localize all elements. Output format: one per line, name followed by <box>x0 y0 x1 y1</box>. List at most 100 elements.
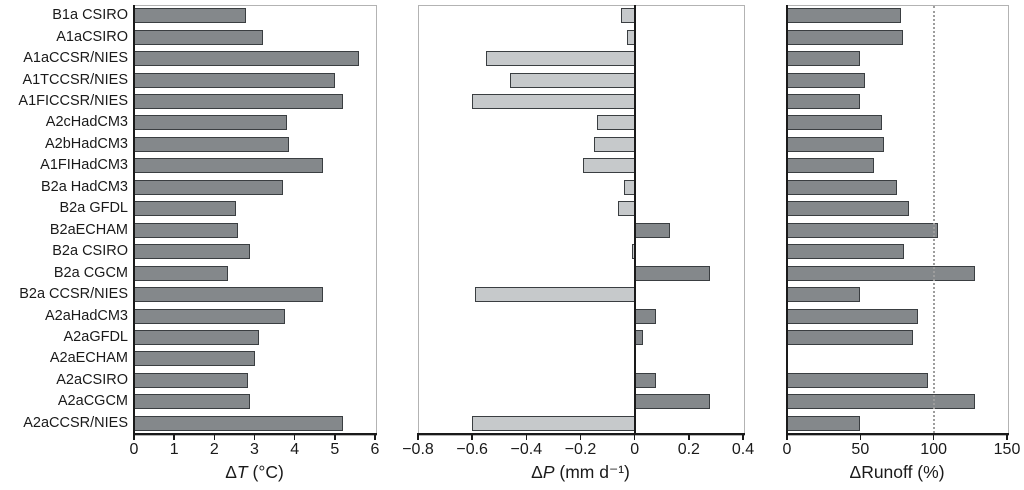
axis-tick <box>417 434 419 440</box>
axis-title-delta-t: ΔT (°C) <box>135 462 375 483</box>
tick-label: 5 <box>330 441 340 458</box>
bar-delta-runoff <box>787 115 883 131</box>
bar-delta-t <box>134 265 229 281</box>
zero-line <box>633 5 636 434</box>
bar-delta-p <box>596 115 635 131</box>
reference-line <box>932 6 935 433</box>
bar-delta-t <box>134 351 255 367</box>
tick-label: −0.2 <box>564 441 597 458</box>
bar-delta-runoff <box>787 51 861 67</box>
category-label: A1FIHadCM3 <box>40 157 128 174</box>
category-label: A2aCSIRO <box>56 371 128 388</box>
bar-delta-t <box>134 415 343 431</box>
bar-delta-t <box>134 29 263 45</box>
axis-tick <box>525 434 528 440</box>
category-label: A1FICCSR/NIES <box>18 93 128 110</box>
bar-delta-runoff <box>787 158 874 174</box>
category-label: A2bHadCM3 <box>44 135 128 152</box>
category-label: A2aGFDL <box>63 328 128 345</box>
axis-tick <box>859 434 862 440</box>
bar-delta-runoff <box>787 394 975 410</box>
bar-delta-p <box>634 222 670 238</box>
axis-tick <box>579 434 582 440</box>
category-label: A2aCCSR/NIES <box>23 414 128 431</box>
bar-delta-p <box>474 287 635 303</box>
bar-delta-t <box>134 115 287 131</box>
bar-delta-t <box>134 72 335 88</box>
bar-delta-runoff <box>787 8 902 24</box>
bar-delta-t <box>134 8 247 24</box>
bar-delta-p <box>472 415 635 431</box>
bar-delta-runoff <box>787 287 861 303</box>
bar-delta-runoff <box>787 136 884 152</box>
tick-label: 0.2 <box>677 441 700 458</box>
bar-delta-t <box>134 201 237 217</box>
bar-delta-runoff <box>787 308 918 324</box>
bar-delta-p <box>510 72 635 88</box>
plot-frame-delta-runoff <box>787 5 1009 436</box>
tick-label: 1 <box>169 441 179 458</box>
category-label: A2cHadCM3 <box>45 114 128 131</box>
bar-delta-runoff <box>787 265 975 281</box>
axis-title-unit: (%) <box>912 462 945 482</box>
tick-label: 2 <box>209 441 219 458</box>
axis-tick <box>471 434 473 440</box>
bar-delta-p <box>618 201 635 217</box>
y-axis-line <box>786 5 788 434</box>
axis-title-variable: T <box>236 462 248 482</box>
tick-label: 3 <box>250 441 259 458</box>
bar-delta-p <box>634 394 711 410</box>
tick-label: −0.8 <box>402 441 434 458</box>
bar-delta-t <box>134 394 251 410</box>
axis-title-prefix: Δ <box>849 462 862 482</box>
axis-title-prefix: Δ <box>225 462 237 482</box>
bar-delta-p <box>634 265 711 281</box>
bar-delta-runoff <box>787 94 861 110</box>
axis-title-prefix: Δ <box>531 462 543 482</box>
axis-title-delta-p: ΔP (mm d⁻¹) <box>461 462 701 483</box>
bar-delta-t <box>134 179 283 195</box>
category-label: A1aCSIRO <box>56 28 128 45</box>
axis-tick <box>742 434 744 440</box>
bar-delta-runoff <box>787 244 905 260</box>
axis-tick <box>932 434 935 440</box>
bar-delta-t <box>134 222 239 238</box>
tick-label: 4 <box>290 441 300 458</box>
bar-delta-t <box>134 372 249 388</box>
tick-label: 0 <box>129 441 139 458</box>
category-label: A2aECHAM <box>49 350 128 367</box>
tick-label: 150 <box>993 441 1021 458</box>
y-axis-line <box>133 5 135 434</box>
category-label: B2a CSIRO <box>52 243 128 260</box>
axis-title-delta-runoff: ΔRunoff (%) <box>777 462 1017 483</box>
bar-delta-runoff <box>787 201 909 217</box>
bar-delta-t <box>134 287 323 303</box>
plot-frame-delta-t <box>134 5 377 436</box>
category-label: B2a GFDL <box>59 200 129 217</box>
bar-delta-p <box>621 8 635 24</box>
bar-delta-t <box>134 329 259 345</box>
axis-tick <box>374 434 376 440</box>
bar-delta-p <box>634 372 657 388</box>
tick-label: 6 <box>370 441 380 458</box>
bar-delta-runoff <box>787 372 928 388</box>
bar-delta-t <box>134 94 343 110</box>
bar-delta-t <box>134 51 359 67</box>
bar-delta-runoff <box>787 72 865 88</box>
category-label: B2a CGCM <box>53 264 128 281</box>
bar-delta-p <box>634 308 657 324</box>
bar-delta-t <box>134 136 289 152</box>
axis-tick <box>334 434 336 440</box>
bar-delta-runoff <box>787 29 903 45</box>
axis-tick <box>173 434 175 440</box>
axis-tick <box>213 434 216 440</box>
bar-delta-t <box>134 158 323 174</box>
tick-label: 100 <box>920 441 947 458</box>
bar-delta-runoff <box>787 329 914 345</box>
category-label: A1TCCSR/NIES <box>22 71 128 88</box>
axis-title-variable: P <box>542 462 555 482</box>
tick-label: −0.6 <box>456 441 488 458</box>
tick-label: 0 <box>630 441 640 458</box>
axis-tick <box>688 434 690 440</box>
